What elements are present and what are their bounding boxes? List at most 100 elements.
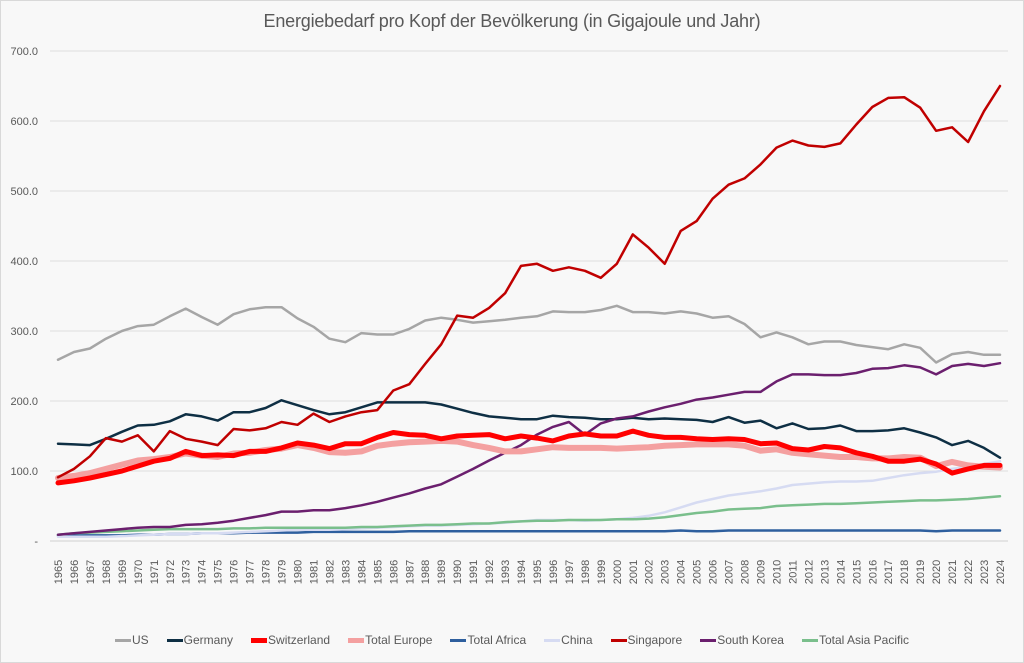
- x-tick-label: 2006: [708, 560, 720, 584]
- legend: US Germany Switzerland Total Europe Total Af…: [0, 633, 1024, 647]
- x-tick-label: 2011: [787, 560, 799, 584]
- legend-item-china: China: [544, 633, 593, 647]
- legend-swatch: [610, 638, 627, 642]
- x-tick-label: 2002: [644, 560, 656, 584]
- x-tick-label: 2023: [979, 560, 991, 584]
- x-tick-label: 2020: [931, 560, 943, 584]
- x-tick-label: 2013: [819, 560, 831, 584]
- x-tick-label: 1989: [436, 560, 448, 584]
- x-tick-label: 1991: [468, 560, 480, 584]
- series-line-total-europe: [55, 437, 1003, 481]
- x-tick-label: 1990: [452, 560, 464, 584]
- x-tick-label: 1976: [229, 560, 241, 584]
- x-tick-label: 1985: [372, 560, 384, 584]
- legend-swatch: [700, 638, 717, 642]
- legend-label: Total Europe: [365, 633, 433, 647]
- x-tick-label: 2016: [867, 560, 879, 584]
- series-lines: [55, 84, 1003, 539]
- legend-label: Total Asia Pacific: [818, 633, 909, 647]
- series-line-singapore: [56, 84, 1002, 479]
- x-tick-label: 1988: [420, 560, 432, 584]
- y-tick-label: 700.0: [10, 46, 38, 58]
- series-line-us: [56, 304, 1002, 364]
- y-tick-label: 400.0: [10, 256, 38, 268]
- legend-label: US: [132, 633, 149, 647]
- x-tick-label: 1974: [197, 560, 209, 584]
- y-axis: - 100.0 200.0 300.0 400.0 500.0 600.0 700.0: [10, 46, 38, 548]
- x-tick-label: 2000: [612, 560, 624, 584]
- x-tick-label: 2022: [963, 560, 975, 584]
- x-tick-label: 1967: [85, 560, 97, 584]
- x-tick-label: 1984: [356, 560, 368, 584]
- chart-title: Energiebedarf pro Kopf der Bevölkerung (…: [263, 11, 761, 31]
- x-tick-label: 1996: [548, 560, 560, 584]
- x-tick-label: 2015: [851, 560, 863, 584]
- legend-swatch: [348, 637, 365, 643]
- y-tick-label: -: [34, 536, 38, 548]
- legend-label: Singapore: [627, 633, 683, 647]
- legend-item-germany: Germany: [166, 633, 234, 647]
- y-tick-label: 300.0: [10, 326, 38, 338]
- x-tick-label: 1997: [564, 560, 576, 584]
- series-line-switzerland: [55, 428, 1003, 486]
- x-tick-label: 1986: [388, 560, 400, 584]
- x-tick-label: 1975: [213, 560, 225, 584]
- legend-label: China: [561, 633, 593, 647]
- legend-swatch: [115, 638, 131, 642]
- x-tick-label: 2001: [628, 560, 640, 584]
- x-tick-label: 2018: [899, 560, 911, 584]
- x-tick-label: 2014: [835, 560, 847, 584]
- x-tick-label: 1993: [500, 560, 512, 584]
- legend-swatch: [166, 638, 183, 642]
- x-tick-label: 1968: [101, 560, 113, 584]
- legend-label: Total Africa: [467, 633, 527, 647]
- series-line-germany: [56, 399, 1002, 459]
- x-tick-label: 1998: [580, 560, 592, 584]
- x-tick-label: 2019: [915, 560, 927, 584]
- x-tick-label: 2021: [947, 560, 959, 584]
- legend-label: Switzerland: [268, 633, 331, 647]
- x-tick-label: 2003: [660, 560, 672, 584]
- x-axis: 1965 1966 1967 1968 1969 1970 1971 1972 1973 1974…: [53, 560, 1007, 584]
- legend-swatch: [801, 638, 818, 642]
- x-tick-label: 2008: [740, 560, 752, 584]
- legend-item-us: US: [115, 633, 149, 647]
- legend-swatch: [251, 637, 268, 643]
- legend-item-total-africa: Total Africa: [450, 633, 526, 647]
- x-tick-label: 2009: [756, 560, 768, 584]
- legend-label: South Korea: [717, 633, 784, 647]
- x-tick-label: 2010: [771, 560, 783, 584]
- x-tick-label: 1999: [596, 560, 608, 584]
- legend-item-switzerland: Switzerland: [251, 633, 330, 647]
- x-tick-label: 1966: [69, 560, 81, 584]
- x-tick-label: 1979: [277, 560, 289, 584]
- x-tick-label: 1981: [308, 560, 320, 584]
- legend-item-total-asia-pacific: Total Asia Pacific: [801, 633, 909, 647]
- x-tick-label: 1987: [404, 560, 416, 584]
- y-tick-label: 500.0: [10, 186, 38, 198]
- x-tick-label: 1972: [165, 560, 177, 584]
- x-tick-label: 1982: [324, 560, 336, 584]
- x-tick-label: 2004: [676, 560, 688, 584]
- x-tick-label: 1995: [532, 560, 544, 584]
- x-tick-label: 1971: [149, 560, 161, 584]
- legend-label: Germany: [183, 633, 234, 647]
- x-tick-label: 1994: [516, 560, 528, 584]
- x-tick-label: 1977: [245, 560, 257, 584]
- x-tick-label: 1992: [484, 560, 496, 584]
- x-tick-label: 1965: [53, 560, 65, 584]
- x-tick-label: 2024: [995, 560, 1007, 584]
- legend-swatch: [450, 638, 467, 642]
- x-tick-label: 1970: [133, 560, 145, 584]
- legend-item-south-korea: South Korea: [700, 633, 784, 647]
- gridlines: [50, 50, 1008, 542]
- series-line-total-asia-pacific: [56, 494, 1002, 536]
- x-tick-label: 1983: [340, 560, 352, 584]
- legend-swatch: [544, 638, 561, 642]
- legend-item-total-europe: Total Europe: [348, 633, 432, 647]
- x-tick-label: 1978: [261, 560, 273, 584]
- x-tick-label: 1980: [292, 560, 304, 584]
- x-tick-label: 2012: [803, 560, 815, 584]
- y-tick-label: 100.0: [10, 466, 38, 478]
